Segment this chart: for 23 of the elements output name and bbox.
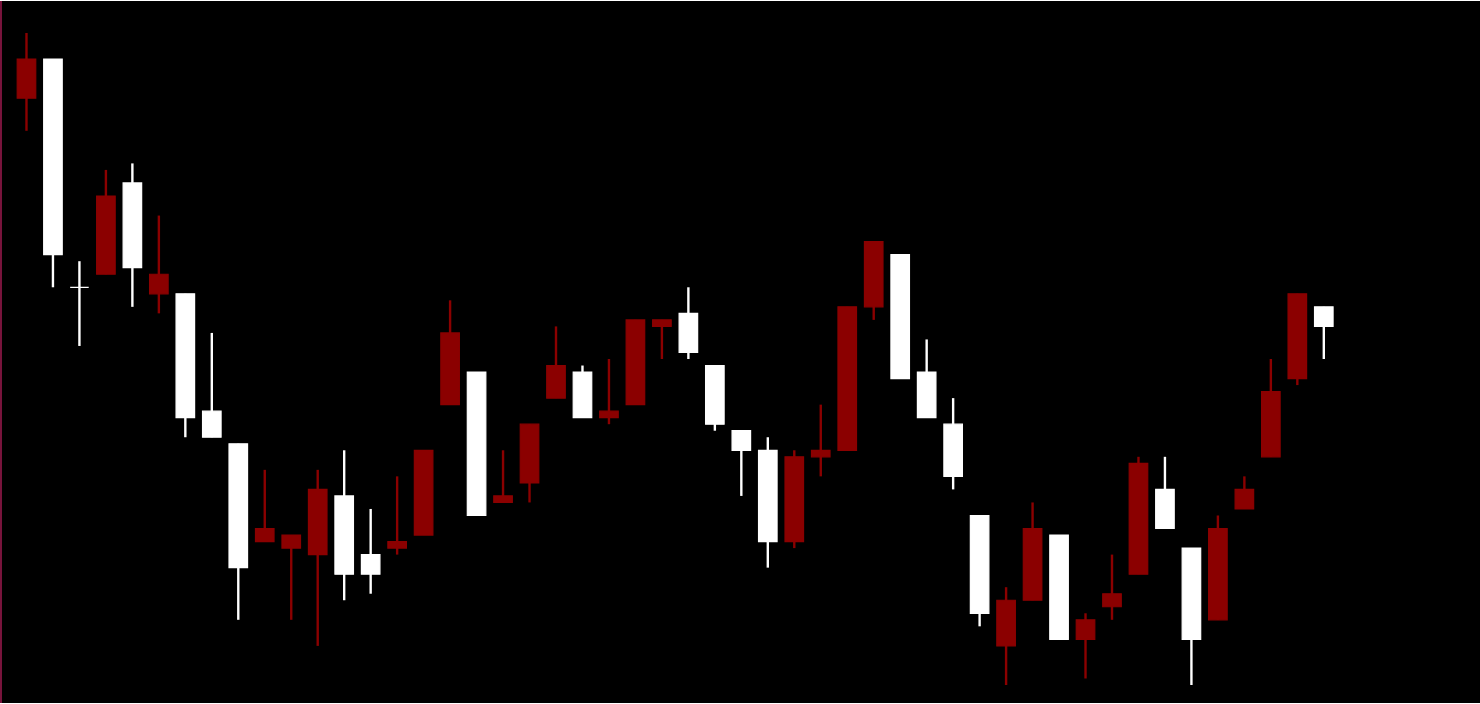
candlestick xyxy=(731,429,752,498)
candlestick xyxy=(281,533,302,621)
candlestick xyxy=(1075,612,1096,680)
candlestick xyxy=(652,318,672,361)
candlestick xyxy=(1234,475,1255,511)
candlestick xyxy=(599,357,619,426)
candlestick xyxy=(996,586,1016,687)
candlestick xyxy=(678,286,699,361)
candlestick xyxy=(69,260,90,348)
candlestick xyxy=(254,468,275,543)
candlestick xyxy=(1313,305,1334,361)
candlestick xyxy=(810,403,831,478)
candlestick xyxy=(546,325,566,400)
candlestick xyxy=(572,364,593,419)
candlestick xyxy=(493,449,513,504)
candlestick xyxy=(360,507,381,595)
candlestick xyxy=(16,31,37,132)
candlestick xyxy=(387,475,408,556)
candlestick xyxy=(916,338,937,419)
candlestick xyxy=(1155,455,1175,530)
candlestick xyxy=(201,331,222,439)
candlestick xyxy=(148,214,169,315)
candlestick xyxy=(1102,553,1122,621)
